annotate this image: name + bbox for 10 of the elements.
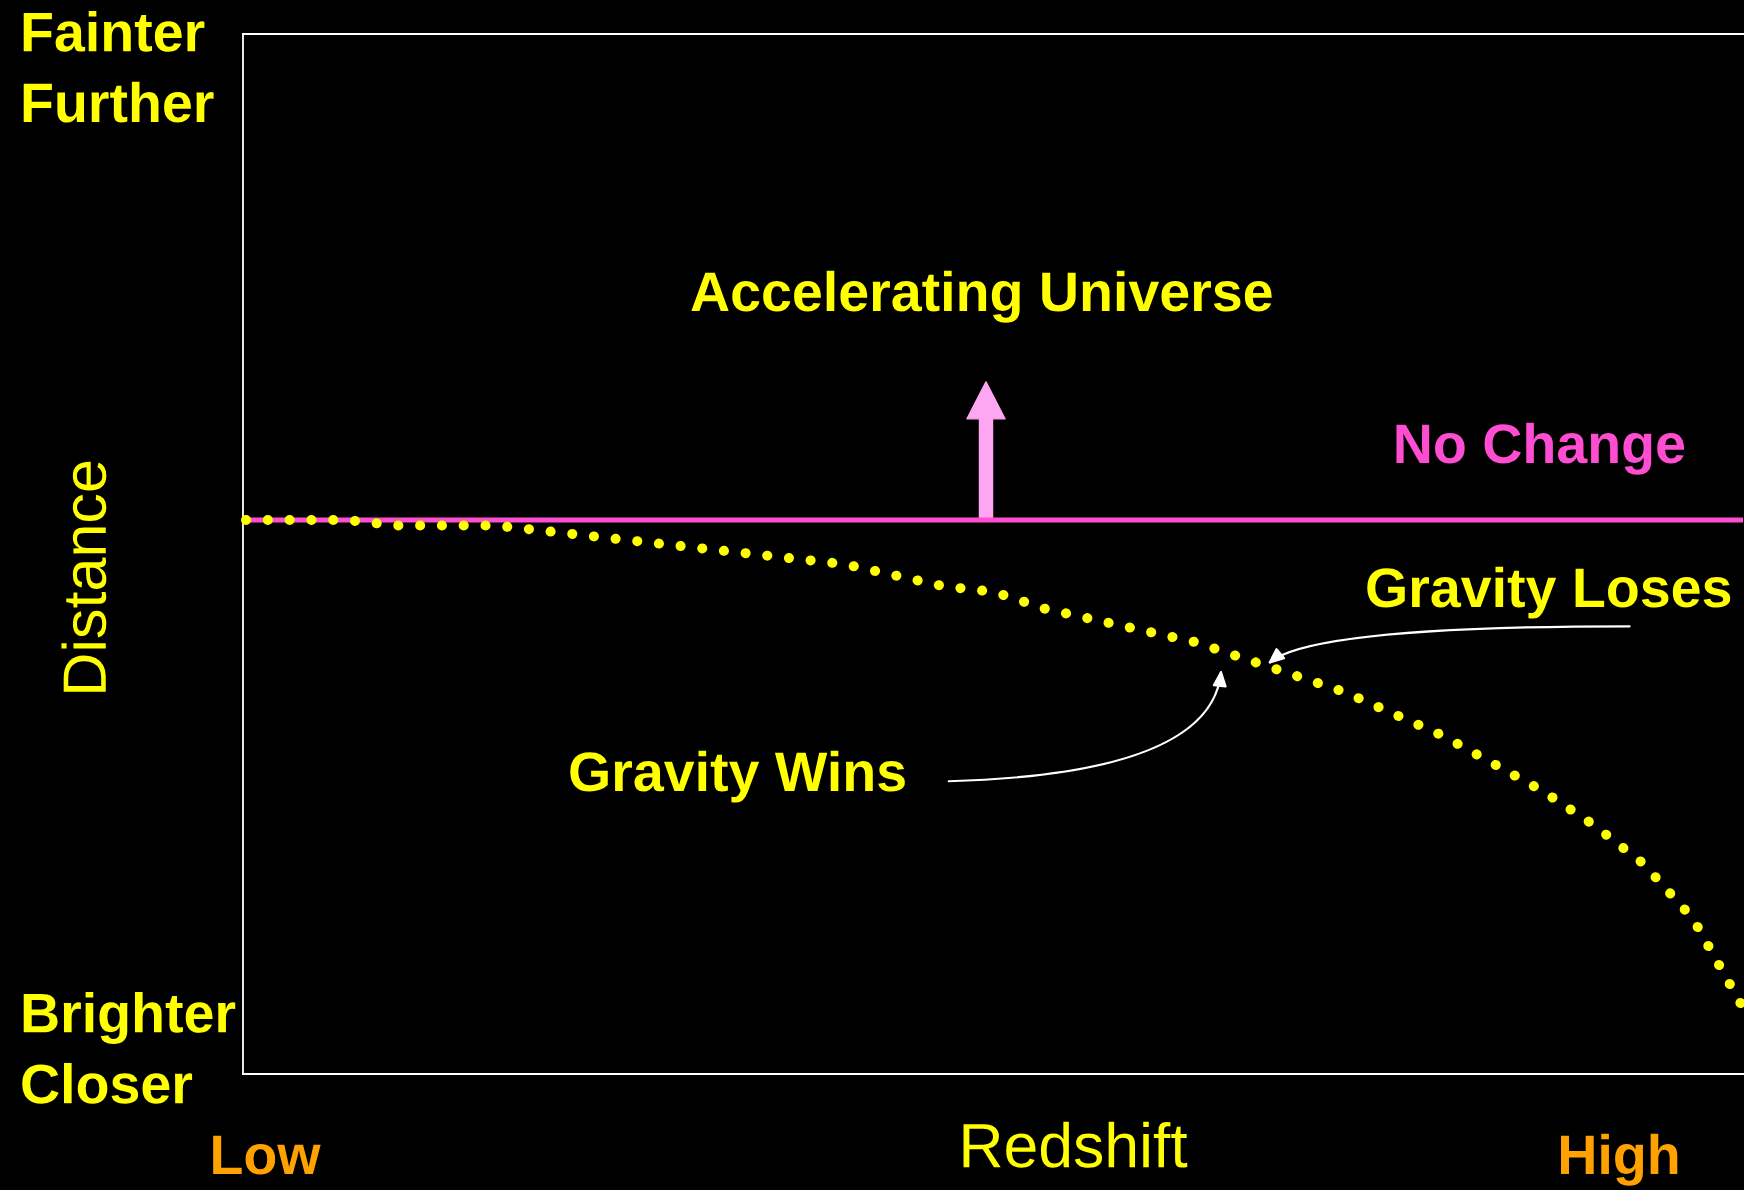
annotation: Gravity Loses [1367, 566, 1731, 619]
y-axis-title: Distance [61, 461, 107, 692]
x-axis-title: Redshift [963, 1121, 1188, 1168]
text: Accelerating Universe [691, 270, 1272, 323]
text: Low [213, 1135, 321, 1175]
series-label: No Change [1396, 422, 1685, 475]
text: Fainter Further [23, 11, 214, 123]
annotation: Gravity Wins [570, 750, 905, 803]
text: High [1561, 1133, 1678, 1186]
text: Brighter Closer [22, 992, 236, 1104]
